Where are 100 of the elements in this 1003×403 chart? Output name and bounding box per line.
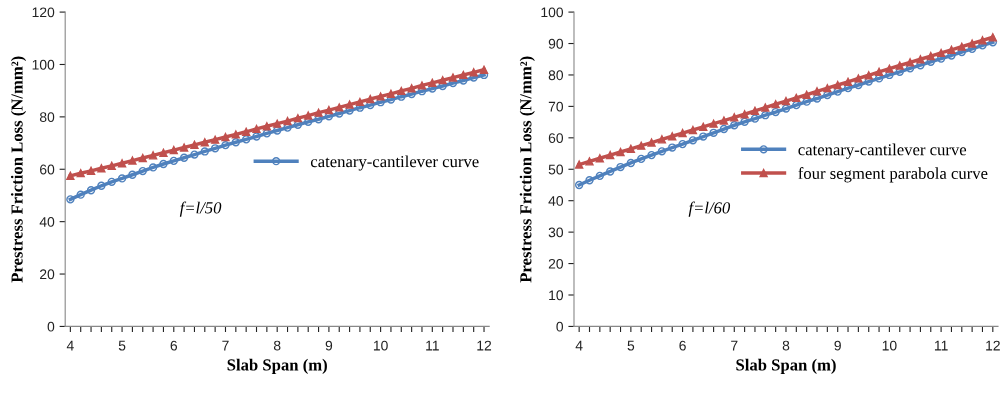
point — [771, 107, 780, 117]
point — [231, 130, 240, 139]
point — [637, 141, 646, 150]
point — [221, 140, 230, 150]
point — [812, 87, 822, 96]
x-tick-label: 6 — [170, 340, 178, 351]
point — [148, 151, 158, 160]
point — [936, 48, 946, 58]
x-tick-label: 5 — [627, 340, 635, 351]
point — [585, 157, 594, 166]
point — [750, 114, 760, 123]
point — [293, 114, 303, 123]
point — [812, 94, 822, 103]
point — [386, 89, 396, 98]
point — [719, 124, 729, 134]
annotation: f=l/60 — [688, 201, 731, 217]
point — [761, 103, 770, 112]
legend-label: catenary-cantilever curve — [798, 143, 967, 159]
point — [200, 147, 209, 156]
point — [730, 121, 739, 130]
x-tick-label: 9 — [325, 340, 333, 351]
x-tick-label: 4 — [575, 340, 583, 351]
point — [355, 97, 365, 107]
point — [843, 77, 853, 87]
point — [699, 122, 708, 131]
y-tick-label: 60 — [40, 164, 55, 175]
annotation: f=l/50 — [179, 201, 222, 217]
point — [221, 132, 230, 142]
point — [273, 126, 282, 135]
x-tick-label: 5 — [118, 340, 126, 351]
point — [595, 171, 605, 181]
point — [771, 100, 780, 109]
point — [585, 176, 594, 185]
point — [647, 138, 656, 147]
x-tick-label: 12 — [986, 340, 1000, 351]
point — [479, 65, 489, 74]
point — [885, 64, 894, 73]
point — [428, 78, 437, 87]
point — [668, 143, 677, 152]
point — [283, 116, 292, 126]
point — [169, 156, 178, 166]
x-tick-label: 11 — [426, 340, 439, 351]
point — [335, 103, 344, 112]
point — [833, 80, 842, 90]
y-tick-label: 90 — [548, 38, 564, 49]
y-tick-label: 120 — [32, 7, 55, 18]
point — [459, 70, 468, 80]
point — [273, 119, 282, 128]
point — [657, 135, 667, 144]
point — [606, 150, 615, 160]
point — [709, 128, 718, 137]
point — [107, 177, 116, 187]
x-tick-label: 7 — [222, 340, 229, 351]
point — [854, 74, 863, 83]
y-tick-label: 50 — [548, 164, 564, 175]
point — [678, 128, 687, 138]
point — [407, 84, 416, 93]
y-tick-label: 20 — [548, 258, 564, 269]
point — [781, 104, 791, 113]
point — [66, 195, 75, 204]
point — [242, 135, 251, 144]
point — [657, 147, 667, 156]
y-tick-label: 80 — [39, 112, 55, 123]
point — [730, 113, 739, 122]
point — [117, 174, 127, 183]
point — [159, 159, 168, 169]
point — [76, 169, 85, 178]
point — [606, 167, 615, 176]
x-axis-title: Slab Span (m) — [227, 358, 327, 374]
point — [823, 83, 832, 93]
point — [916, 55, 925, 64]
y-tick-label: 30 — [548, 227, 564, 238]
point — [159, 148, 168, 157]
x-tick-label: 12 — [477, 340, 492, 351]
point — [988, 38, 997, 47]
point — [252, 132, 261, 141]
point — [397, 86, 406, 96]
point — [978, 36, 987, 45]
point — [957, 42, 966, 51]
point — [740, 117, 749, 126]
point — [699, 132, 708, 141]
point — [179, 143, 189, 152]
point — [864, 71, 873, 80]
point — [438, 76, 447, 85]
point — [376, 92, 385, 101]
point — [417, 81, 427, 90]
point — [242, 127, 251, 136]
y-tick-label: 100 — [541, 7, 564, 18]
point — [128, 170, 137, 179]
legend-label: catenary-cantilever curve — [310, 155, 479, 171]
point — [231, 138, 240, 147]
point — [616, 147, 625, 157]
point — [947, 45, 956, 54]
x-tick-label: 8 — [273, 340, 281, 351]
point — [190, 140, 199, 150]
legend-label: four segment parabola curve — [798, 167, 988, 183]
y-tick-label: 10 — [549, 290, 564, 301]
x-axis-title: Slab Span (m) — [736, 358, 836, 374]
point — [262, 129, 272, 138]
point — [874, 67, 884, 76]
